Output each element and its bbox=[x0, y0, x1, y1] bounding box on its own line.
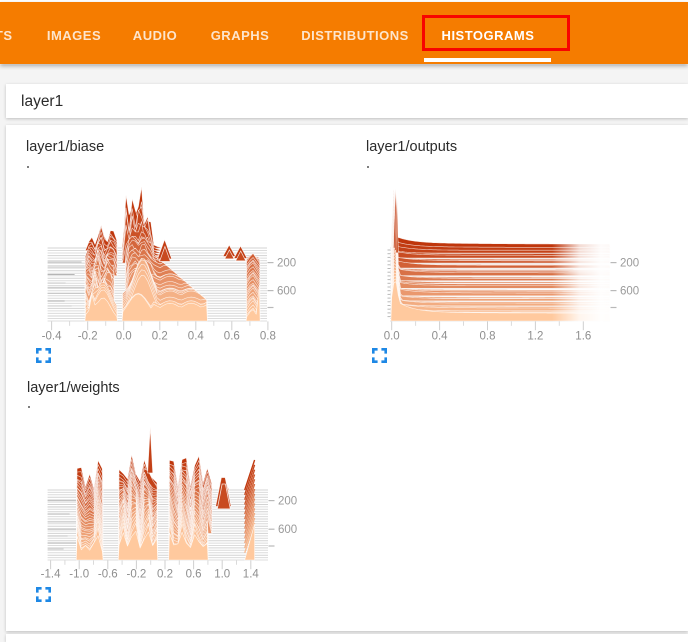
svg-text:0.0: 0.0 bbox=[116, 330, 132, 340]
svg-text:0.6: 0.6 bbox=[186, 569, 202, 581]
svg-text:0.8: 0.8 bbox=[260, 330, 276, 340]
svg-text:600: 600 bbox=[620, 286, 639, 298]
svg-text:0.8: 0.8 bbox=[480, 330, 496, 340]
svg-text:1.6: 1.6 bbox=[575, 330, 591, 340]
svg-text:0.0: 0.0 bbox=[384, 330, 400, 340]
svg-text:600: 600 bbox=[277, 286, 296, 298]
svg-text:200: 200 bbox=[620, 258, 639, 270]
svg-text:-1.0: -1.0 bbox=[69, 569, 89, 581]
svg-text:1.0: 1.0 bbox=[214, 569, 230, 581]
svg-text:0.4: 0.4 bbox=[188, 330, 205, 340]
svg-text:-1.4: -1.4 bbox=[41, 569, 61, 581]
svg-text:-0.2: -0.2 bbox=[78, 330, 98, 340]
svg-text:0.2: 0.2 bbox=[157, 569, 173, 581]
svg-text:-0.4: -0.4 bbox=[42, 330, 62, 340]
svg-text:600: 600 bbox=[278, 524, 297, 536]
svg-text:200: 200 bbox=[278, 496, 297, 508]
svg-text:0.4: 0.4 bbox=[432, 330, 449, 340]
svg-text:0.6: 0.6 bbox=[224, 330, 240, 340]
svg-text:-0.2: -0.2 bbox=[126, 569, 146, 581]
svg-text:200: 200 bbox=[277, 258, 296, 270]
svg-text:1.4: 1.4 bbox=[243, 569, 260, 581]
svg-text:1.2: 1.2 bbox=[527, 330, 543, 340]
svg-text:0.2: 0.2 bbox=[152, 330, 168, 340]
svg-text:-0.6: -0.6 bbox=[98, 569, 118, 581]
